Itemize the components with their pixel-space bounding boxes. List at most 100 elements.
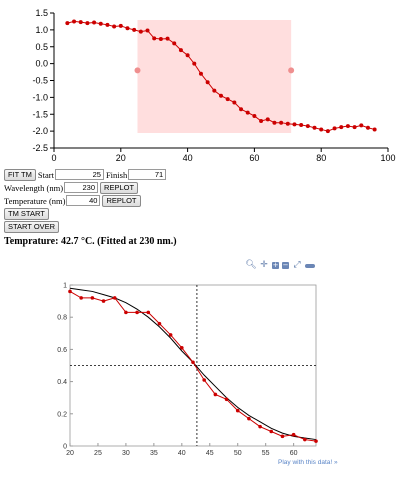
wavelength-input[interactable]: 230: [64, 182, 99, 193]
y-tick-label: 1: [63, 283, 67, 290]
reset-icon[interactable]: ⤢: [293, 260, 301, 270]
melting-curve-chart[interactable]: 1.5 1.0 0.5 0.0 -0.5 -1.0 -1.5 -2.0 -2.50 20 40 60 8…: [0, 0, 400, 166]
fit-chart[interactable]: 0 0.2 0.4 0.6 0.8 1 20 25 30 35 40 45 50 55 60: [50, 275, 330, 460]
finish-label: Finish: [105, 169, 128, 180]
tm-start-button[interactable]: TM START: [4, 207, 49, 220]
replot-wavelength-button[interactable]: REPLOT: [100, 181, 139, 194]
y-tick-label: 0: [63, 444, 67, 451]
data-point: [101, 299, 106, 303]
wavelength-row: Wavelength (nm) 230 REPLOT: [4, 181, 139, 194]
data-point: [185, 53, 190, 58]
data-point: [239, 107, 244, 112]
data-point: [65, 21, 70, 26]
data-point: [292, 122, 297, 127]
y-tick-label: 0.5: [35, 42, 48, 52]
result-text: Temprature: 42.7 °C. (Fitted at 230 nm.): [4, 236, 177, 247]
data-point: [124, 310, 128, 315]
selection-region: [137, 20, 292, 133]
start-input[interactable]: 25: [54, 169, 104, 180]
data-point: [98, 21, 103, 26]
replot-temperature-button[interactable]: REPLOT: [102, 194, 141, 207]
temperature-row: Temperature (nm) 40 REPLOT: [4, 194, 141, 207]
chart-toolbar: 🔍︎ ✛ + − ⤢: [245, 260, 315, 270]
x-tick-label: 60: [290, 450, 298, 457]
data-point: [138, 29, 143, 34]
finish-handle: [288, 67, 295, 74]
data-point: [332, 126, 337, 131]
data-point: [312, 125, 317, 130]
y-tick-label: 0.4: [57, 379, 67, 386]
y-tick-label: -1.0: [32, 92, 48, 102]
data-point: [112, 296, 117, 300]
data-point: [225, 97, 230, 102]
y-tick-label: -2.5: [32, 143, 48, 153]
data-point: [305, 124, 310, 129]
data-point: [78, 20, 83, 25]
data-point: [219, 93, 223, 98]
x-tick-label: 40: [183, 153, 193, 163]
data-point: [178, 48, 183, 53]
y-tick-label: 0.8: [57, 315, 67, 322]
y-tick-label: 0.6: [57, 347, 67, 354]
data-point: [212, 88, 217, 93]
zoom-out-icon[interactable]: −: [282, 261, 289, 269]
fit-tm-button[interactable]: FIT TM: [4, 168, 36, 181]
data-point: [303, 437, 307, 442]
data-point: [158, 36, 163, 41]
data-point: [259, 119, 264, 123]
data-point: [192, 61, 197, 66]
data-point: [247, 416, 251, 421]
start-label: Start: [37, 169, 54, 180]
data-point: [146, 310, 151, 315]
play-with-data-link[interactable]: Play with this data! »: [278, 459, 338, 466]
x-tick-label: 40: [178, 450, 186, 457]
data-point: [372, 127, 377, 132]
temperature-label: Temperature (nm): [4, 195, 66, 206]
data-point: [279, 120, 284, 125]
x-tick-label: 30: [122, 450, 130, 457]
start-over-row: START OVER: [4, 220, 60, 233]
start-handle: [134, 67, 141, 74]
y-tick-label: 1.0: [35, 25, 48, 35]
x-tick-label: 55: [262, 450, 270, 457]
data-point: [224, 397, 229, 402]
data-point: [125, 26, 130, 31]
fit-controls-row: FIT TM Start 25 Finish 71: [4, 168, 167, 181]
data-point: [299, 123, 304, 128]
data-point: [280, 434, 285, 439]
y-tick-label: -1.5: [32, 109, 48, 119]
data-point: [291, 432, 296, 437]
data-point: [135, 310, 139, 315]
x-tick-label: 45: [206, 450, 214, 457]
tm-start-row: TM START: [4, 207, 49, 220]
data-point: [180, 345, 184, 350]
pan-icon[interactable]: ✛: [260, 260, 268, 270]
finish-input[interactable]: 71: [128, 169, 167, 180]
y-tick-label: -0.5: [32, 76, 48, 86]
data-point: [258, 424, 262, 429]
data-point: [145, 28, 150, 33]
zoom-icon[interactable]: 🔍︎: [245, 260, 257, 270]
y-tick-label: 1.5: [35, 8, 48, 18]
data-point: [269, 429, 274, 434]
data-point: [68, 289, 72, 294]
data-point: [105, 22, 110, 27]
data-point: [205, 80, 210, 85]
data-point: [339, 125, 344, 130]
x-tick-label: 100: [380, 153, 395, 163]
data-point: [92, 20, 97, 25]
zoom-in-icon[interactable]: +: [272, 261, 279, 269]
data-point: [90, 296, 95, 300]
temperature-input[interactable]: 40: [66, 195, 101, 206]
start-over-button[interactable]: START OVER: [4, 220, 60, 233]
data-point: [202, 378, 206, 382]
y-tick-label: 0.2: [57, 411, 67, 418]
data-point: [172, 41, 177, 46]
data-point: [165, 36, 170, 41]
data-point: [198, 71, 203, 76]
data-point: [235, 408, 240, 413]
toggle-icon[interactable]: [305, 261, 315, 270]
data-point: [345, 124, 350, 129]
data-point: [325, 129, 330, 134]
data-point: [112, 24, 117, 29]
